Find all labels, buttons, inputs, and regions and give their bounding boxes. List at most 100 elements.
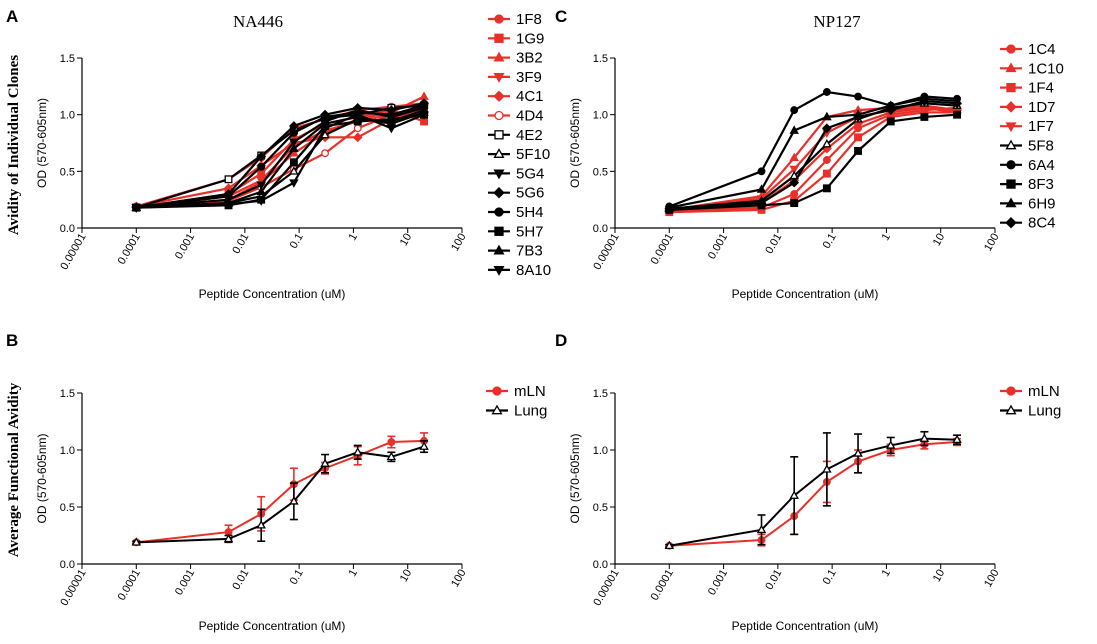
legend-marker: [492, 386, 502, 396]
data-point: [289, 138, 299, 147]
series-line: [669, 104, 958, 211]
legend-marker: [493, 148, 505, 158]
series-1c4: [665, 103, 962, 215]
legend-marker: [1006, 160, 1016, 170]
data-point: [822, 184, 831, 193]
data-point: [789, 177, 800, 188]
chart-title: NA446: [233, 12, 283, 31]
legend-label: mLN: [514, 383, 546, 400]
row-label-bottom: Average Functional Avidity: [6, 382, 22, 557]
x-tick-label: 0.001: [173, 568, 197, 598]
legend-label: Lung: [514, 403, 547, 420]
legend-label: 1C4: [1028, 41, 1056, 58]
x-tick-label: 0.001: [173, 232, 197, 262]
legend-marker: [494, 33, 504, 43]
legend-marker: [1005, 216, 1017, 229]
data-point: [131, 537, 142, 546]
legend-label: 4C1: [516, 88, 544, 105]
legend-label: 3F9: [516, 69, 542, 86]
legend-label: 7B3: [516, 243, 543, 260]
data-point: [919, 433, 930, 442]
data-point: [756, 524, 767, 534]
series-line: [136, 104, 425, 209]
data-point: [885, 105, 896, 116]
x-tick-label: 1: [880, 232, 893, 243]
series-1d7: [664, 102, 962, 216]
x-axis-label: Peptide Concentration (uM): [199, 619, 346, 633]
x-tick-label: 100: [982, 232, 1002, 254]
data-point: [223, 196, 234, 205]
data-point: [952, 434, 962, 444]
y-tick-label: 1.0: [593, 110, 608, 122]
data-point: [757, 167, 766, 176]
data-point: [419, 104, 429, 113]
series-line: [136, 102, 425, 209]
x-tick-label: 0.00001: [591, 568, 621, 608]
chart-title: NP127: [813, 12, 861, 31]
data-point: [822, 111, 832, 121]
legend-label: 5G4: [516, 165, 544, 182]
legend-marker: [1006, 386, 1016, 396]
x-tick-label: 0.1: [288, 232, 306, 251]
legend-marker: [1005, 139, 1017, 150]
y-axis-label: OD (570-605nm): [35, 433, 49, 523]
data-point: [321, 149, 329, 158]
legend: 1C4 1C10 1F4 1D7 1F7 5F8 6A4 8F3 6H9 8C4: [1000, 41, 1064, 232]
legend-item: 3F9: [488, 69, 542, 86]
data-point: [664, 540, 675, 550]
data-point: [953, 110, 962, 119]
x-axis-label: Peptide Concentration (uM): [732, 619, 879, 633]
series-line: [136, 113, 425, 209]
legend-label: 1C10: [1028, 60, 1064, 77]
legend-label: 5H4: [516, 204, 544, 221]
data-point: [256, 520, 266, 529]
chart-panel-d: D 0.0 0.5 1.0 1.5 0.00001 0.0001 0.001 0.01 0.1 1 1…: [555, 331, 1061, 633]
legend-label: 1G9: [516, 30, 544, 47]
y-tick-label: 0.0: [593, 223, 608, 235]
x-tick-label: 100: [449, 232, 469, 254]
series-8a10: [131, 104, 429, 213]
series-line: [668, 90, 958, 208]
data-point: [789, 152, 799, 162]
data-point: [352, 447, 363, 456]
series-mln: [665, 437, 962, 550]
x-tick-label: 0.1: [288, 568, 306, 587]
x-tick-label: 1: [880, 568, 893, 579]
legend-item: Lung: [486, 403, 547, 420]
legend-label: 4D4: [516, 108, 544, 125]
x-tick-label: 0.1: [821, 232, 839, 251]
legend-item: 6H9: [1000, 195, 1056, 212]
series-lung: [131, 440, 429, 546]
y-tick-label: 1.5: [60, 388, 75, 400]
data-point: [854, 146, 862, 155]
series-line: [669, 111, 958, 214]
x-tick-label: 100: [449, 568, 469, 590]
series-line: [136, 445, 425, 544]
legend-marker: [494, 226, 504, 236]
legend-item: 8F3: [1000, 176, 1054, 193]
data-point: [386, 113, 397, 123]
x-tick-label: 1: [347, 232, 360, 243]
data-point: [289, 496, 299, 505]
legend-marker: [1005, 62, 1017, 73]
legend-label: 5F8: [1028, 138, 1054, 155]
x-tick-label: 0.01: [763, 232, 784, 257]
legend-label: 8C4: [1028, 215, 1056, 232]
data-point: [789, 490, 799, 499]
legend-label: 8F3: [1028, 176, 1054, 193]
x-tick-label: 10: [398, 232, 415, 249]
y-tick-label: 0.5: [593, 502, 608, 514]
legend-label: 1D7: [1028, 99, 1056, 116]
y-axis-label: OD (570-605nm): [35, 98, 49, 188]
legend-item: 3B2: [488, 50, 543, 67]
y-tick-label: 1.5: [593, 388, 608, 400]
panel-letter: D: [555, 331, 567, 350]
legend-label: 3B2: [516, 50, 543, 67]
series-8c4: [664, 96, 962, 214]
x-tick-label: 10: [931, 568, 948, 585]
legend-label: Lung: [1028, 403, 1061, 420]
legend-label: 6A4: [1028, 157, 1055, 174]
series-line: [669, 106, 958, 211]
data-point: [853, 112, 863, 122]
legend-marker: [1005, 197, 1017, 208]
